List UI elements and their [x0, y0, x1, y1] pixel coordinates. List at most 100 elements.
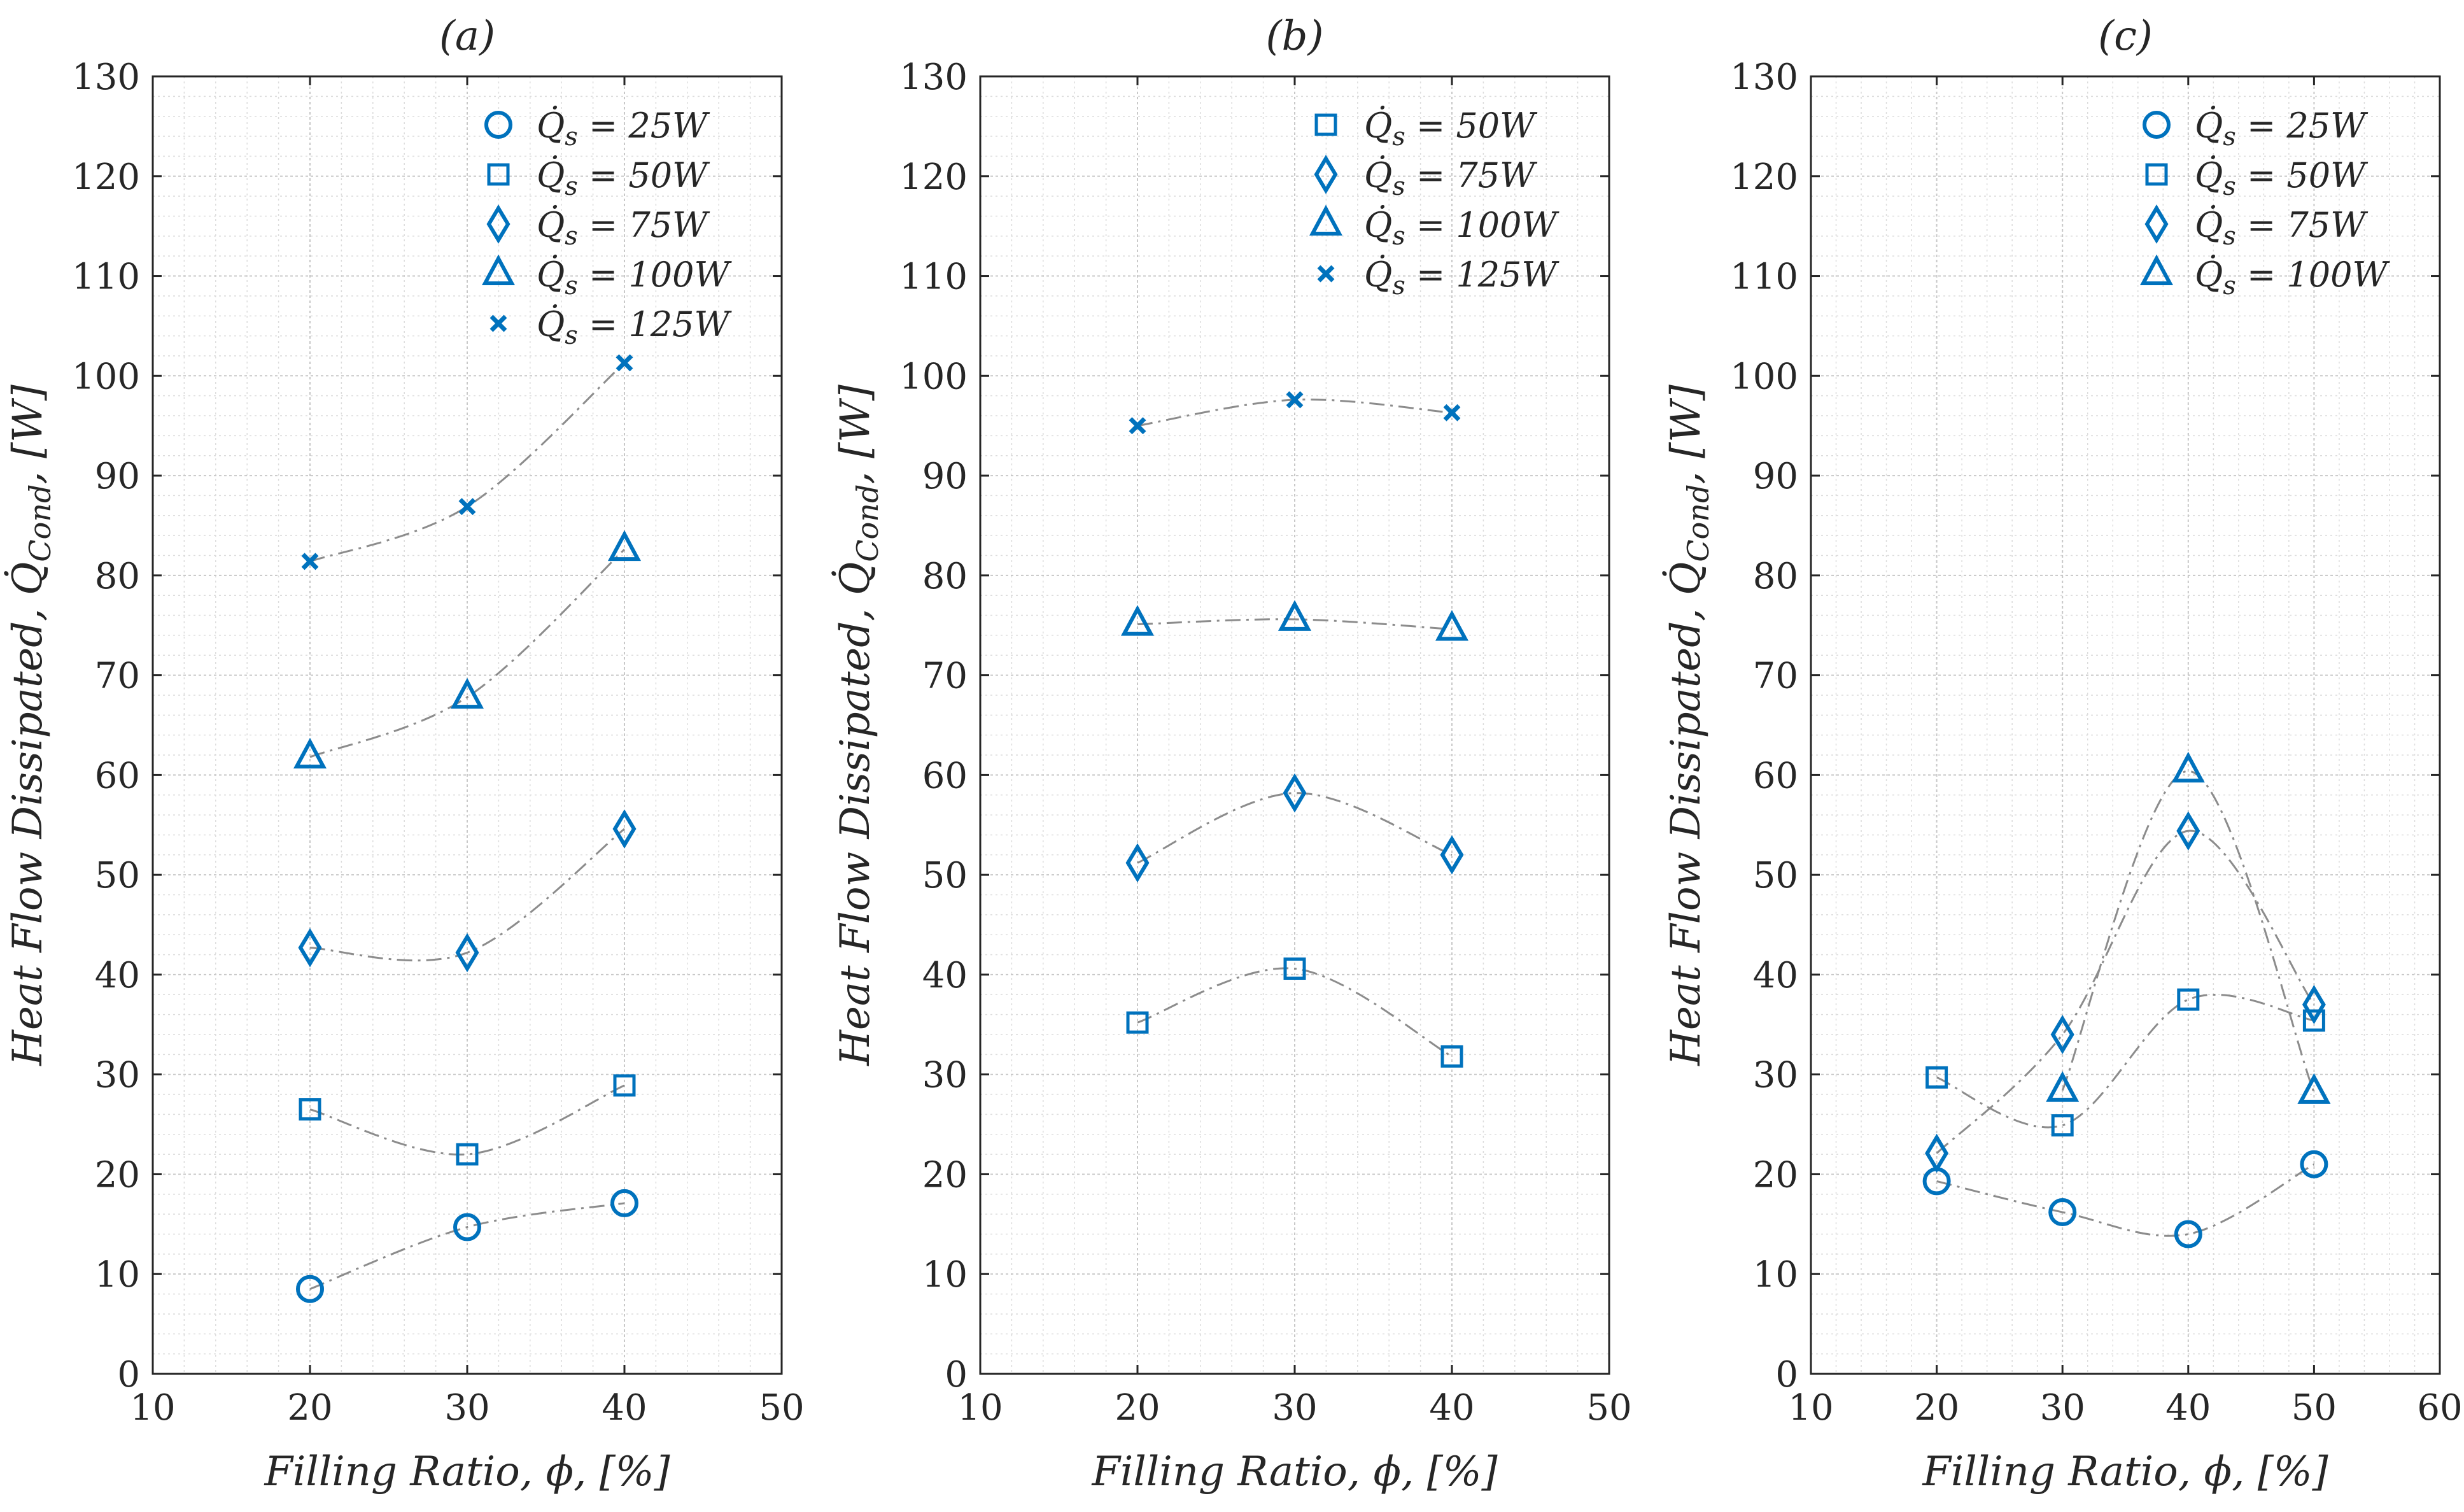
data-point-triangle — [1120, 605, 1155, 636]
chart-panel-1: 10 20 30 40 50010203040506070809010011012013… — [831, 13, 1631, 1495]
data-point-diamond — [612, 809, 637, 849]
x-tick-label: 20 — [287, 1387, 332, 1429]
panel-title: (c) — [2098, 13, 2153, 60]
data-point-triangle — [293, 737, 327, 769]
y-tick-label: 20 — [95, 1154, 140, 1196]
y-tick-label: 110 — [899, 257, 968, 298]
x-tick-label: 30 — [1272, 1387, 1317, 1429]
data-point-square — [1925, 1066, 1948, 1089]
y-tick-label: 10 — [1753, 1254, 1798, 1296]
y-tick-label: 30 — [1753, 1055, 1798, 1096]
y-tick-label: 70 — [95, 656, 140, 697]
y-axis-label: Heat Flow Dissipated, Q̇Cond, [W] — [831, 384, 885, 1066]
tick-marks — [979, 75, 1610, 1375]
legend-marker-triangle — [481, 254, 516, 285]
y-tick-label: 120 — [1730, 157, 1798, 198]
legend-label: Q̇s = 100W — [2195, 254, 2390, 300]
data-point-diamond — [2176, 811, 2200, 851]
legend-label: Q̇s = 75W — [537, 204, 710, 251]
legend-label: Q̇s = 50W — [537, 155, 710, 201]
legend-marker-triangle — [2139, 254, 2174, 285]
data-point-x — [1129, 417, 1146, 435]
data-point-circle — [453, 1213, 481, 1241]
x-tick-label: 50 — [759, 1387, 804, 1429]
x-axis-label: Filling Ratio, ϕ, [%] — [1091, 1448, 1498, 1495]
data-point-square — [2051, 1114, 2074, 1137]
x-tick-label: 10 — [957, 1387, 1003, 1429]
data-point-x — [616, 354, 633, 372]
tick-marks — [151, 75, 783, 1375]
x-tick-label: 40 — [2165, 1387, 2211, 1429]
data-point-circle — [296, 1275, 324, 1303]
y-axis-label: Heat Flow Dissipated, Q̇Cond, [W] — [1661, 384, 1715, 1066]
data-point-square — [613, 1074, 636, 1097]
panel-title: (a) — [439, 13, 495, 60]
data-point-square — [2302, 1009, 2325, 1032]
legend-marker-square — [487, 163, 510, 186]
data-point-diamond — [455, 933, 479, 973]
data-point-triangle — [450, 677, 484, 709]
x-tick-label: 10 — [1788, 1387, 1833, 1429]
y-tick-label: 10 — [95, 1254, 140, 1296]
legend-label: Q̇s = 125W — [537, 304, 732, 350]
legend-marker-circle — [2143, 111, 2171, 139]
y-tick-label: 90 — [95, 456, 140, 497]
data-point-diamond — [2302, 985, 2326, 1024]
fit-curve-circle — [309, 1202, 625, 1290]
legend-label: Q̇s = 125W — [1364, 254, 1559, 300]
fit-curve-square — [309, 1084, 625, 1156]
data-point-triangle — [607, 530, 642, 562]
y-tick-label: 10 — [922, 1254, 968, 1296]
data-point-x — [1286, 391, 1304, 409]
panel-title: (b) — [1266, 13, 1324, 60]
y-tick-label: 100 — [1730, 356, 1798, 397]
axes-box — [1810, 75, 2441, 1375]
legend-marker-circle — [484, 111, 512, 139]
x-tick-label: 50 — [2292, 1387, 2337, 1429]
fit-curve-triangle — [309, 548, 626, 758]
fit-curve-triangle — [2061, 770, 2315, 1093]
legend-marker-square — [1314, 113, 1337, 136]
fit-curve-diamond — [309, 828, 625, 962]
legend-marker-diamond — [1314, 155, 1338, 194]
x-tick-label: 30 — [444, 1387, 489, 1429]
y-tick-label: 50 — [95, 855, 140, 896]
y-tick-label: 50 — [1753, 855, 1798, 896]
data-point-square — [1440, 1045, 1463, 1068]
data-point-diamond — [1283, 773, 1307, 813]
x-tick-label: 30 — [2040, 1387, 2085, 1429]
x-axis-label: Filling Ratio, ϕ, [%] — [1922, 1448, 2328, 1495]
x-tick-label: 40 — [1429, 1387, 1474, 1429]
minor-grid — [980, 76, 1610, 1374]
y-tick-label: 120 — [72, 157, 140, 198]
data-point-triangle — [2297, 1073, 2331, 1104]
legend-label: Q̇s = 25W — [2195, 105, 2369, 152]
chart-panel-0: 10 20 30 40 50010203040506070809010011012013… — [3, 13, 804, 1495]
y-tick-label: 130 — [1730, 57, 1798, 98]
fit-curve-circle — [1936, 1163, 2315, 1237]
x-tick-label: 50 — [1586, 1387, 1631, 1429]
x-tick-label: 20 — [1115, 1387, 1160, 1429]
y-tick-label: 20 — [922, 1154, 968, 1196]
y-tick-label: 30 — [922, 1055, 968, 1096]
y-tick-label: 40 — [95, 955, 140, 996]
data-point-triangle — [1278, 600, 1312, 631]
x-tick-label: 10 — [130, 1387, 175, 1429]
y-tick-label: 80 — [1753, 556, 1798, 597]
data-point-square — [1283, 957, 1306, 980]
data-point-circle — [2300, 1150, 2328, 1178]
data-point-diamond — [2050, 1015, 2074, 1054]
x-axis-label: Filling Ratio, ϕ, [%] — [264, 1448, 670, 1495]
data-point-triangle — [2171, 751, 2205, 783]
tick-marks — [1810, 75, 2441, 1375]
y-tick-label: 90 — [1753, 456, 1798, 497]
data-point-x — [458, 498, 476, 516]
y-tick-label: 40 — [922, 955, 968, 996]
x-tick-label: 20 — [1914, 1387, 1959, 1429]
fit-curve-square — [1137, 967, 1453, 1057]
data-point-diamond — [1440, 835, 1464, 875]
y-tick-label: 40 — [1753, 955, 1798, 996]
y-tick-label: 0 — [945, 1354, 968, 1395]
y-tick-label: 20 — [1753, 1154, 1798, 1196]
